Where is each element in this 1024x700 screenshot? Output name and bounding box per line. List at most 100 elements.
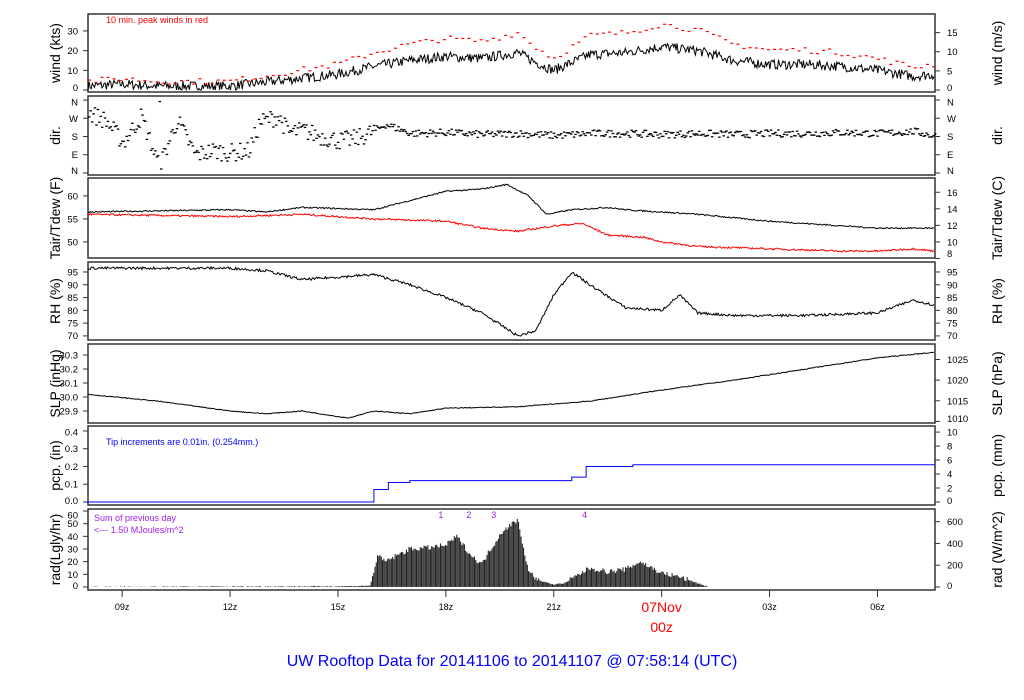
direction-point xyxy=(767,130,770,132)
direction-point xyxy=(361,135,364,137)
direction-point xyxy=(607,129,610,132)
direction-point xyxy=(751,130,754,133)
direction-point xyxy=(565,132,569,134)
x-tick-label: 06z xyxy=(870,602,885,612)
direction-point xyxy=(385,124,389,126)
left-axis-label-temp: Tair/Tdew (F) xyxy=(47,177,63,259)
direction-point xyxy=(705,135,708,137)
direction-point xyxy=(485,131,488,133)
direction-point xyxy=(885,131,888,133)
direction-point xyxy=(890,129,894,131)
direction-point xyxy=(473,132,477,135)
direction-point xyxy=(332,132,336,134)
direction-point xyxy=(764,129,767,131)
direction-point xyxy=(556,134,560,136)
direction-point xyxy=(882,130,885,132)
left-tick-label: 0.1 xyxy=(65,480,78,491)
panel-frame-rh xyxy=(87,261,936,341)
direction-point xyxy=(863,131,866,133)
left-tick-label: 10 xyxy=(67,66,78,77)
direction-point xyxy=(854,129,858,132)
panel-frame-slp xyxy=(87,343,936,424)
direction-point xyxy=(685,135,688,137)
direction-point xyxy=(663,130,666,133)
direction-point xyxy=(359,137,363,140)
direction-point xyxy=(554,135,557,138)
direction-point xyxy=(503,130,507,133)
direction-point xyxy=(508,130,511,132)
direction-point xyxy=(364,139,367,141)
direction-point xyxy=(702,133,705,136)
direction-point xyxy=(617,132,620,134)
right-tick-label: 15 xyxy=(947,28,958,39)
direction-point xyxy=(516,136,520,138)
direction-point xyxy=(923,135,927,137)
direction-point xyxy=(234,160,238,162)
direction-point xyxy=(331,134,334,137)
direction-point xyxy=(180,124,183,126)
direction-point xyxy=(738,130,741,133)
direction-point xyxy=(339,132,343,134)
rad-annotation: Sum of previous day xyxy=(94,513,177,523)
direction-point xyxy=(254,136,258,138)
direction-point xyxy=(708,129,711,132)
direction-point xyxy=(513,132,517,134)
direction-point xyxy=(289,129,292,132)
direction-point xyxy=(693,134,697,136)
direction-point xyxy=(646,135,649,138)
left-tick-label: 40 xyxy=(67,532,78,543)
direction-point xyxy=(880,129,884,131)
right-tick-label: 600 xyxy=(947,517,963,528)
direction-point xyxy=(335,147,338,149)
direction-point xyxy=(138,126,141,128)
direction-point xyxy=(600,135,603,137)
direction-point xyxy=(369,133,373,136)
right-tick-label: 1015 xyxy=(947,396,968,407)
x-tick-label: 15z xyxy=(331,602,346,612)
direction-point xyxy=(252,141,255,143)
direction-point xyxy=(99,115,103,118)
direction-point xyxy=(803,134,806,137)
direction-point xyxy=(605,131,609,133)
direction-point xyxy=(664,133,668,135)
direction-point xyxy=(699,134,702,136)
panel-frame-dir xyxy=(87,95,936,176)
direction-point xyxy=(496,130,500,132)
left-tick-label: 75 xyxy=(67,319,78,330)
direction-point xyxy=(131,122,134,124)
direction-point xyxy=(876,135,879,137)
direction-point xyxy=(772,133,776,135)
direction-point xyxy=(298,122,301,124)
direction-point xyxy=(263,117,267,120)
direction-point xyxy=(451,134,455,136)
direction-point xyxy=(915,128,918,130)
direction-point xyxy=(903,133,907,135)
direction-point xyxy=(269,111,272,113)
direction-point xyxy=(849,132,852,135)
direction-point xyxy=(910,133,914,135)
direction-point xyxy=(728,132,731,134)
direction-point xyxy=(226,160,229,162)
direction-point xyxy=(781,136,784,138)
direction-point xyxy=(241,155,245,157)
direction-point xyxy=(220,160,223,162)
direction-point xyxy=(603,135,606,137)
direction-point xyxy=(791,130,794,133)
direction-point xyxy=(148,132,151,134)
left-tick-label: 30.2 xyxy=(60,365,79,376)
direction-point xyxy=(421,132,425,134)
direction-point xyxy=(457,129,461,131)
direction-point xyxy=(431,130,435,132)
direction-point xyxy=(377,126,380,129)
direction-point xyxy=(634,130,638,132)
right-axis-label-dir: dir. xyxy=(989,126,1005,145)
direction-point xyxy=(450,128,454,130)
direction-point xyxy=(221,146,225,149)
direction-point xyxy=(328,143,331,145)
direction-point xyxy=(725,130,728,132)
direction-point xyxy=(125,135,128,138)
direction-point xyxy=(807,131,810,133)
direction-point xyxy=(649,132,652,135)
direction-point xyxy=(487,132,491,135)
direction-point xyxy=(795,130,799,132)
